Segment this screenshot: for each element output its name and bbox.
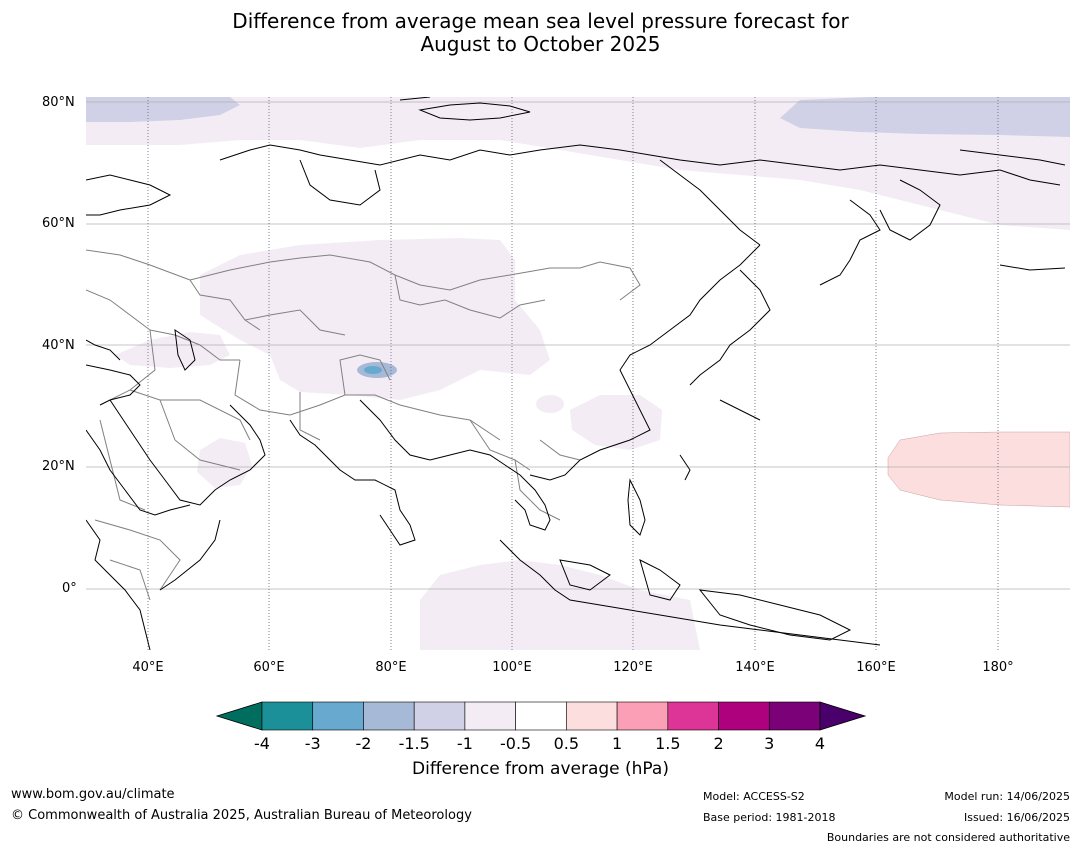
- colorbar-tick-label: 4: [814, 734, 826, 753]
- issued-text: Issued: 16/06/2025: [963, 811, 1070, 824]
- map-area: [86, 97, 1070, 650]
- colorbar-segment: [667, 701, 719, 731]
- colorbar-extend-low: [215, 701, 263, 731]
- small-light-patch: [536, 395, 564, 413]
- colorbar-tick-label: -1: [456, 734, 473, 753]
- model-text: Model: ACCESS-S2: [703, 790, 805, 803]
- colorbar-segment: [515, 701, 567, 731]
- lat-label-60n: 60°N: [42, 216, 75, 231]
- colorbar-tick-label: -4: [254, 734, 270, 753]
- base-period-text: Base period: 1981-2018: [703, 811, 836, 824]
- lon-label-140e: 140°E: [735, 660, 775, 675]
- colorbar-segment: [566, 701, 618, 731]
- lat-label-40n: 40°N: [42, 338, 75, 353]
- lon-label-120e: 120°E: [613, 660, 653, 675]
- country-boundaries: [86, 249, 641, 601]
- anomaly-shading: [86, 97, 1070, 650]
- colorbar-label: Difference from average (hPa): [412, 759, 669, 779]
- colorbar-tick-label: -3: [304, 734, 321, 753]
- lon-label-80e: 80°E: [375, 660, 407, 675]
- website-link[interactable]: www.bom.gov.au/climate: [11, 787, 175, 802]
- colorbar-segment: [768, 701, 821, 731]
- colorbar-segment: [312, 701, 364, 731]
- lat-label-20n: 20°N: [42, 459, 75, 474]
- lon-label-180: 180°: [982, 660, 1014, 675]
- lon-label-160e: 160°E: [856, 660, 896, 675]
- colorbar-tick-label: 0.5: [553, 734, 580, 753]
- colorbar-extend-high: [819, 701, 867, 731]
- longitude-gridlines: [147, 97, 999, 650]
- arctic-west-lavender-region: [86, 97, 240, 122]
- central-asia-light-region: [200, 238, 550, 400]
- indian-ocean-light-region: [420, 560, 700, 650]
- colorbar-segment: [363, 701, 415, 731]
- tibet-core-patch: [364, 366, 382, 374]
- latitude-gridlines: [86, 101, 1070, 590]
- colorbar-tick-label: -1.5: [398, 734, 430, 753]
- lon-label-60e: 60°E: [253, 660, 285, 675]
- lat-label-80n: 80°N: [42, 95, 75, 110]
- lon-label-40e: 40°E: [132, 660, 164, 675]
- colorbar-tick-label: -2: [355, 734, 372, 753]
- coastlines: [86, 97, 1066, 650]
- caspian-light-region: [115, 332, 230, 368]
- colorbar-segment: [413, 701, 466, 731]
- lon-label-100e: 100°E: [492, 660, 532, 675]
- colorbar-segment: [464, 701, 516, 731]
- disclaimer-text: Boundaries are not considered authoritat…: [826, 831, 1070, 844]
- colorbar-tick-label: 1.5: [655, 734, 681, 753]
- map-title: Difference from average mean sea level p…: [0, 10, 1081, 56]
- copyright-text: © Commonwealth of Australia 2025, Austra…: [11, 808, 472, 823]
- model-run-text: Model run: 14/06/2025: [944, 790, 1070, 803]
- colorbar-segment: [261, 701, 314, 731]
- colorbar-tick-label: -0.5: [500, 734, 532, 753]
- title-line-2: August to October 2025: [420, 32, 661, 56]
- arctic-east-lavender-region: [780, 97, 1070, 137]
- colorbar-segment: [718, 701, 770, 731]
- colorbar-tick-label: 1: [611, 734, 623, 753]
- lat-label-0: 0°: [62, 581, 77, 596]
- colorbar-tick-label: 3: [764, 734, 775, 753]
- arctic-light-lavender-region: [86, 97, 1070, 230]
- title-line-1: Difference from average mean sea level p…: [232, 9, 849, 33]
- colorbar-segment: [616, 701, 669, 731]
- colorbar-tick-label: 2: [713, 734, 724, 753]
- pacific-pink-region: [887, 431, 1070, 508]
